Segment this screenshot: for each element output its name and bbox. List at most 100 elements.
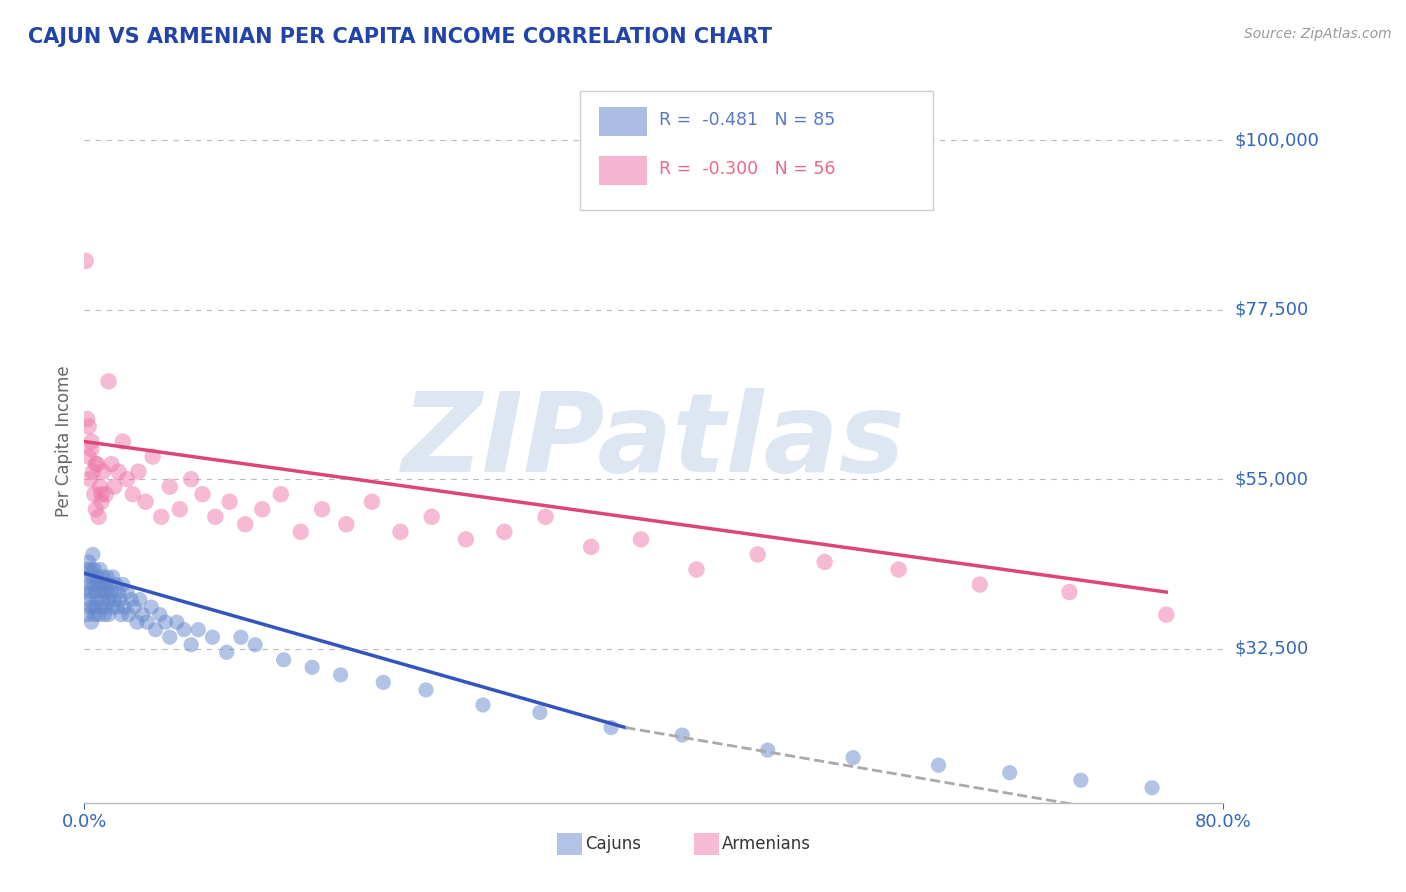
Point [671,728,693,742]
Point [104,577,127,591]
Point [420,509,443,524]
Point [79,577,101,591]
Point [83,607,105,622]
Point [1059,585,1081,599]
Point [76,607,98,622]
Point [187,623,209,637]
Point [201,630,224,644]
Point [83,577,105,591]
Point [1156,607,1178,622]
Point [335,517,357,532]
Point [87,577,110,591]
Point [87,509,110,524]
Point [191,487,214,501]
Point [97,592,120,607]
Point [80,442,103,456]
Point [127,465,149,479]
FancyBboxPatch shape [557,833,582,855]
Point [100,457,122,471]
Point [121,487,143,501]
Point [82,600,104,615]
Point [76,562,98,576]
Point [96,585,118,599]
Point [173,623,195,637]
Text: R =  -0.481   N = 85: R = -0.481 N = 85 [659,111,835,129]
Point [111,434,134,449]
Point [529,706,551,720]
Point [142,450,165,464]
Point [169,502,191,516]
Point [155,615,177,630]
Point [91,570,114,584]
Point [361,494,384,508]
Point [101,570,124,584]
Point [86,457,108,471]
Text: ZIPatlas: ZIPatlas [402,388,905,495]
Point [454,533,477,547]
Point [76,412,98,426]
Point [600,721,623,735]
Point [329,668,352,682]
Point [94,577,117,591]
Point [534,509,557,524]
Point [389,524,412,539]
Point [125,615,148,630]
FancyBboxPatch shape [599,156,647,185]
Point [159,480,181,494]
Point [80,562,103,576]
Point [97,607,120,622]
Point [103,480,125,494]
Point [91,592,114,607]
Text: $100,000: $100,000 [1234,131,1319,150]
Text: Cajuns: Cajuns [585,835,641,853]
Point [301,660,323,674]
Point [273,653,295,667]
Point [814,555,837,569]
Point [75,585,97,599]
Point [472,698,495,712]
Point [494,524,516,539]
Point [117,607,139,622]
Point [79,600,101,615]
Point [80,615,103,630]
FancyBboxPatch shape [599,107,647,136]
Point [84,585,107,599]
Point [84,457,107,471]
Point [77,419,100,434]
Point [115,585,138,599]
FancyBboxPatch shape [693,833,718,855]
Point [110,607,132,622]
Point [115,472,138,486]
Point [149,607,172,622]
Point [79,472,101,486]
Point [969,577,991,591]
Point [84,600,107,615]
Text: R =  -0.300   N = 56: R = -0.300 N = 56 [659,161,837,178]
Point [86,570,108,584]
Point [91,465,114,479]
Point [103,592,125,607]
Point [233,517,256,532]
Point [141,600,163,615]
Point [166,615,188,630]
Point [630,533,652,547]
Point [90,600,112,615]
Point [82,548,104,562]
Point [747,548,769,562]
Point [229,630,252,644]
Point [77,450,100,464]
Point [77,592,100,607]
FancyBboxPatch shape [579,91,932,211]
Point [842,750,865,764]
Text: Armenians: Armenians [723,835,811,853]
Point [122,600,145,615]
Point [82,465,104,479]
Text: Source: ZipAtlas.com: Source: ZipAtlas.com [1244,27,1392,41]
Point [373,675,395,690]
Point [98,577,121,591]
Point [270,487,292,501]
Point [105,600,128,615]
Point [107,465,129,479]
Point [90,577,112,591]
Point [112,600,135,615]
